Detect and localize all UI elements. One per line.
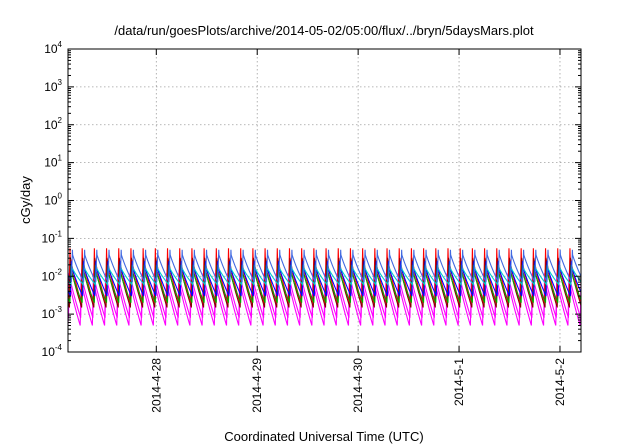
x-axis: 2014-4-28 2014-4-29 2014-4-30 2014-5-1 2014-… <box>149 49 567 413</box>
x-tick-label: 2014-4-30 <box>351 358 365 413</box>
y-tick-label: 10-1 <box>42 229 63 245</box>
plot-area <box>68 248 581 326</box>
y-tick-exponent: 2 <box>58 116 63 125</box>
chart-title: /data/run/goesPlots/archive/2014-05-02/0… <box>114 23 534 38</box>
y-tick-label: 10-3 <box>42 305 63 321</box>
series-line <box>68 269 581 318</box>
x-tick-label: 2014-4-29 <box>250 358 264 413</box>
y-tick-exponent: 0 <box>58 192 63 201</box>
y-tick-label: 101 <box>44 154 62 170</box>
y-tick-exponent: -1 <box>55 229 63 238</box>
y-tick-label: 10-2 <box>42 267 63 283</box>
y-tick-exponent: -4 <box>55 343 63 352</box>
x-tick-label: 2014-5-2 <box>553 358 567 406</box>
y-tick-label: 103 <box>44 78 62 94</box>
series-line <box>68 264 581 303</box>
series-line <box>68 264 581 287</box>
series-line <box>68 273 581 326</box>
series-line <box>68 249 581 283</box>
y-tick-label: 100 <box>44 192 62 208</box>
y-tick-label: 104 <box>44 40 62 56</box>
x-axis-label: Coordinated Universal Time (UTC) <box>224 429 423 444</box>
y-tick-exponent: -3 <box>55 305 63 314</box>
x-tick-label: 2014-4-28 <box>149 358 163 413</box>
series-line <box>68 261 581 297</box>
y-tick-label: 102 <box>44 116 62 132</box>
y-tick-exponent: -2 <box>55 267 63 276</box>
y-tick-exponent: 4 <box>58 40 63 49</box>
y-axis-label: cGy/day <box>18 176 33 224</box>
x-tick-label: 2014-5-1 <box>452 358 466 406</box>
y-tick-exponent: 1 <box>58 154 63 163</box>
y-tick-exponent: 3 <box>58 78 63 87</box>
y-tick-label: 10-4 <box>42 343 63 359</box>
